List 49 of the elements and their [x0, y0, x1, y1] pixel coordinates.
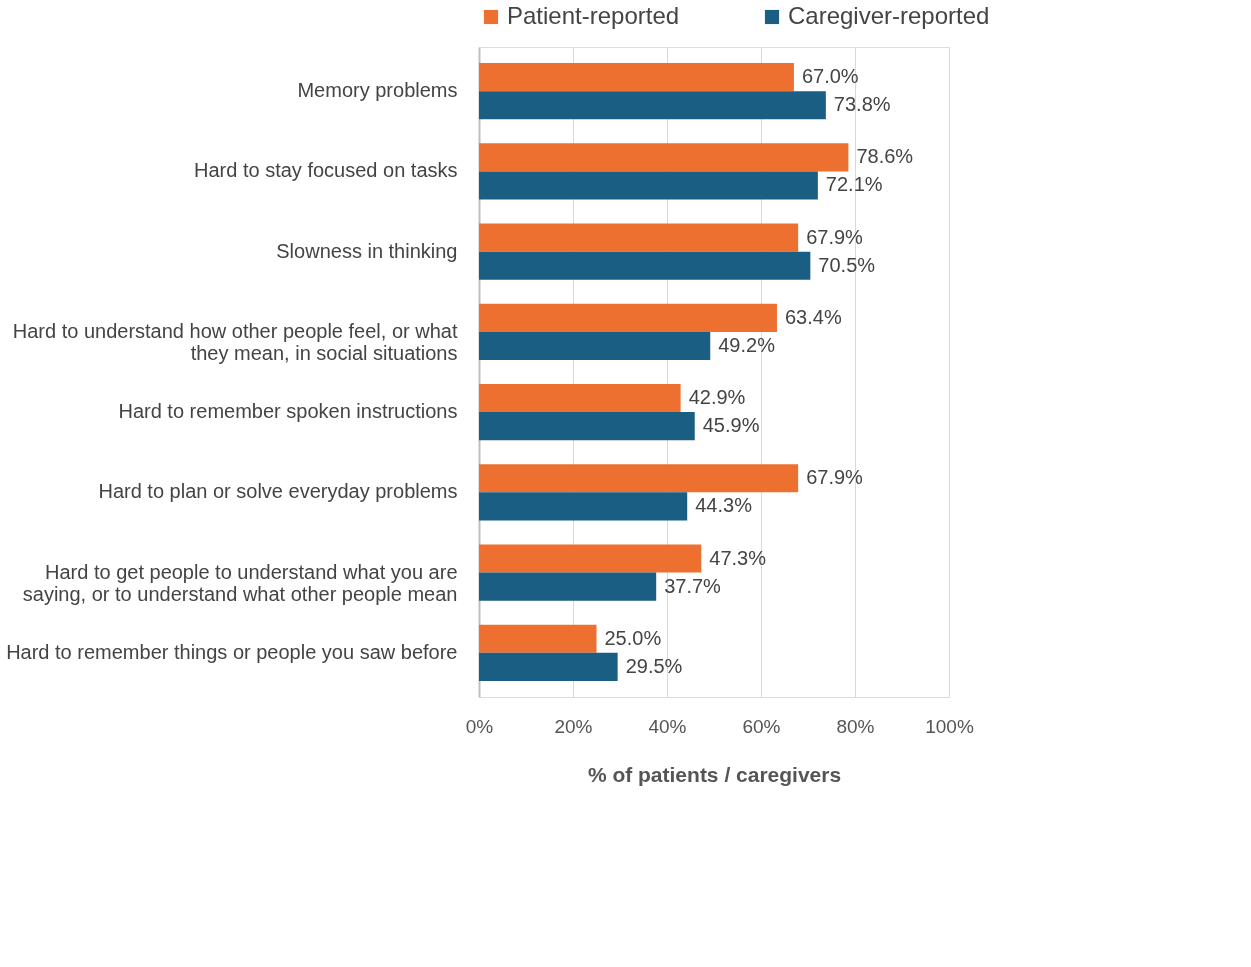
y-tick-label: Slowness in thinking: [276, 239, 458, 262]
y-tick-label: Hard to get people to understand what you are saying, or to understand what other people mean: [22, 560, 458, 605]
y-tick-label: Hard to remember spoken instructions: [118, 400, 458, 423]
y-tick-label: Memory problems: [297, 79, 458, 102]
data-label: 67.9%: [806, 466, 864, 489]
y-tick-label: Hard to stay focused on tasks: [194, 159, 458, 182]
x-tick-label: 20%: [554, 715, 593, 737]
data-label: 63.4%: [784, 305, 842, 328]
data-label: 67.0%: [801, 65, 859, 88]
bar: [479, 572, 657, 601]
x-tick-label: 60%: [742, 715, 781, 737]
legend-label: Caregiver-reported: [788, 2, 990, 29]
data-label: 47.3%: [709, 546, 767, 569]
y-tick-label: Hard to understand how other people feel, or what they mean, in social situations: [12, 319, 458, 364]
x-tick-label: 80%: [836, 715, 875, 737]
data-label: 44.3%: [695, 494, 753, 517]
bar: [479, 384, 681, 413]
bar: [479, 63, 794, 92]
data-label: 37.7%: [664, 574, 722, 597]
data-label: 49.2%: [718, 333, 776, 356]
data-label: 25.0%: [604, 626, 662, 649]
bar: [479, 223, 799, 252]
bar: [479, 464, 799, 493]
y-tick-label: Hard to remember things or people you saw before: [6, 640, 458, 663]
bar: [479, 143, 849, 172]
data-label: 45.9%: [702, 414, 760, 437]
data-label: 73.8%: [833, 93, 891, 116]
bar: [479, 251, 811, 280]
bar: [479, 652, 618, 681]
data-label: 29.5%: [625, 654, 683, 677]
bar: [479, 412, 695, 441]
bar: [479, 171, 818, 200]
bar: [479, 492, 688, 521]
x-tick-label: 100%: [925, 715, 974, 737]
y-tick-label: Hard to plan or solve everyday problems: [98, 480, 458, 503]
bar: [479, 303, 777, 332]
data-label: 72.1%: [825, 173, 883, 196]
bar: [479, 624, 597, 653]
data-label: 67.9%: [806, 225, 864, 248]
bar: [479, 331, 711, 360]
x-axis-title: % of patients / caregivers: [587, 762, 842, 786]
data-label: 70.5%: [818, 253, 876, 276]
bar: [479, 91, 826, 120]
bar: [479, 544, 702, 573]
data-label: 78.6%: [856, 145, 914, 168]
x-tick-label: 40%: [648, 715, 687, 737]
data-label: 42.9%: [688, 386, 746, 409]
legend-label: Patient-reported: [507, 2, 680, 29]
x-tick-label: 0%: [465, 715, 494, 737]
